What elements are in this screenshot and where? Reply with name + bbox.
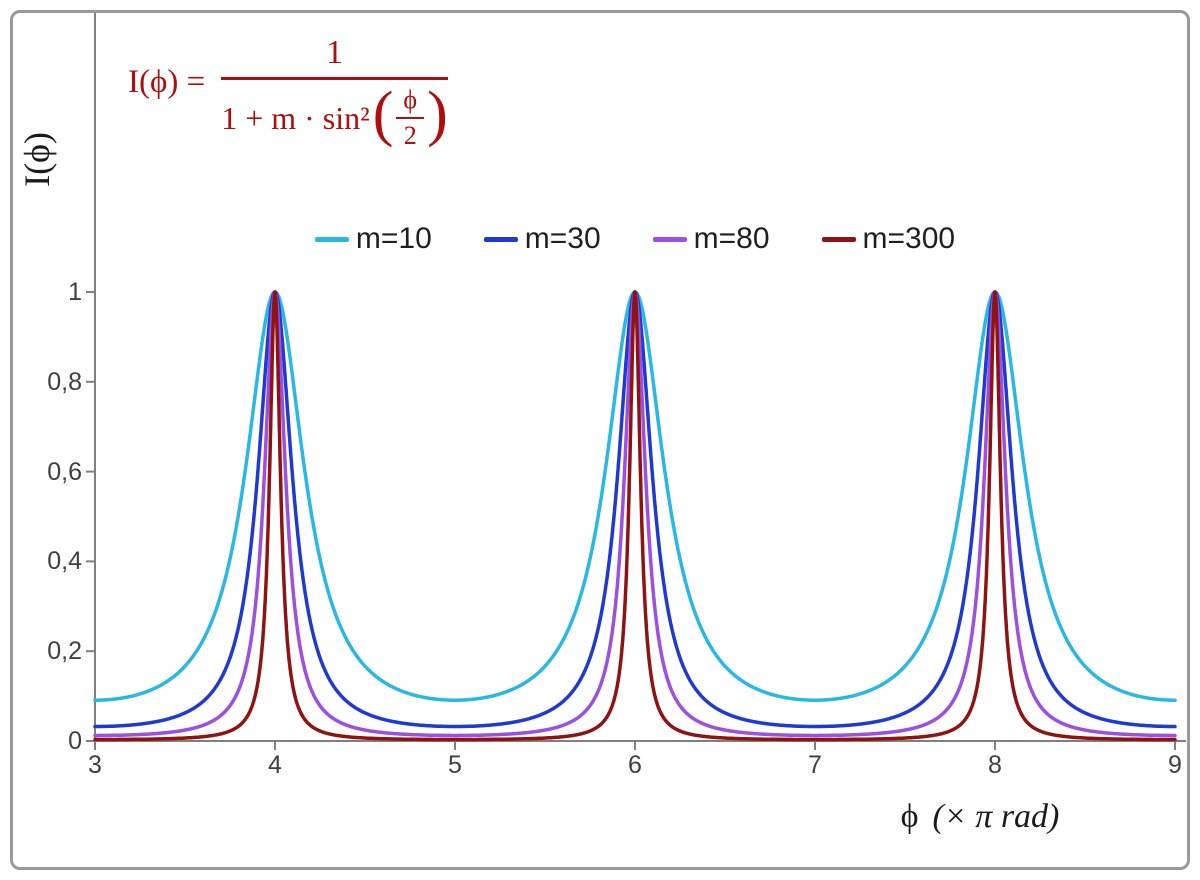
x-tick-label: 5	[448, 751, 462, 779]
x-tick-label: 7	[808, 751, 822, 779]
y-tick-label: 1	[68, 278, 82, 306]
open-paren: (	[372, 80, 394, 149]
y-tick-label: 0,6	[47, 457, 82, 486]
legend-swatch-m10	[314, 236, 349, 242]
formula-denominator: 1 + m · sin² ( ϕ 2 )	[221, 80, 448, 151]
x-axis-title-phi: ϕ	[900, 798, 919, 835]
formula: I(ϕ) = 1 1 + m · sin² ( ϕ 2 )	[128, 34, 448, 151]
legend-swatch-m300	[821, 236, 856, 242]
legend-item-m300: m=300	[821, 222, 956, 256]
legend-label: m=10	[355, 222, 432, 255]
legend-label: m=80	[693, 222, 770, 255]
formula-denominator-text: 1 + m · sin²	[221, 99, 370, 136]
x-axis-title-units: (× π rad)	[932, 798, 1060, 835]
chart-frame	[10, 10, 1190, 870]
series-curve-m30	[93, 290, 1177, 729]
series-curve-m300	[93, 290, 1177, 742]
legend-label: m=30	[524, 222, 601, 255]
legend-swatch-m80	[652, 236, 687, 242]
y-tick-label: 0	[68, 727, 82, 755]
x-tick-label: 8	[988, 751, 1002, 779]
inner-numerator: ϕ	[396, 85, 425, 119]
legend-item-m30: m=30	[483, 222, 601, 256]
formula-fraction: 1 1 + m · sin² ( ϕ 2 )	[221, 34, 448, 151]
legend-item-m80: m=80	[652, 222, 770, 256]
legend-item-m10: m=10	[314, 222, 432, 256]
y-axis-title: I(ϕ)	[17, 132, 57, 187]
formula-numerator: 1	[221, 34, 448, 80]
legend-swatch-m30	[483, 236, 518, 242]
formula-inner-fraction: ϕ 2	[396, 85, 425, 151]
y-tick-label: 0,4	[47, 547, 82, 576]
legend: m=10 m=30 m=80 m=300	[95, 222, 1175, 256]
x-tick-label: 3	[88, 751, 102, 779]
x-tick-label: 4	[268, 751, 282, 779]
x-axis-title: ϕ (× π rad)	[770, 798, 1190, 836]
inner-denominator: 2	[403, 121, 417, 150]
x-tick-label: 6	[628, 751, 642, 779]
x-tick-label: 9	[1168, 751, 1182, 779]
close-paren: )	[427, 80, 448, 149]
y-tick-label: 0,2	[47, 637, 82, 666]
formula-lhs: I(ϕ) =	[128, 64, 206, 100]
series-curve-m80	[93, 290, 1177, 738]
y-tick-label: 0,8	[47, 367, 82, 396]
legend-label: m=300	[862, 222, 956, 255]
